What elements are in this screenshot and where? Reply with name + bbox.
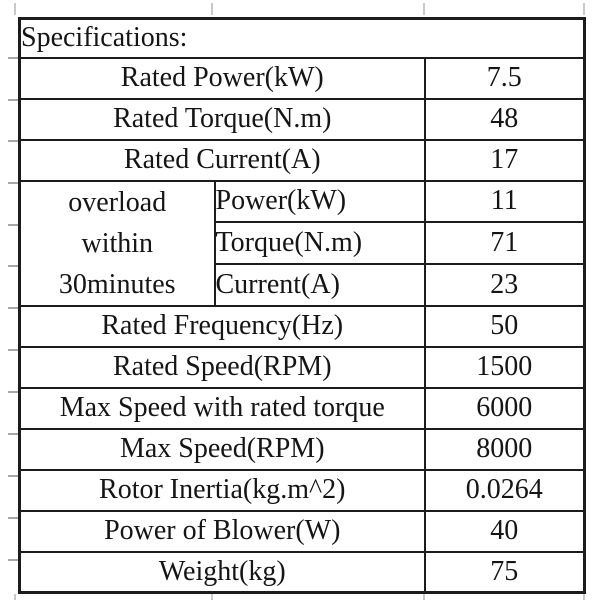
table-row: Weight(kg) 75 <box>18 550 586 594</box>
table-row: Max Speed with rated torque 6000 <box>18 386 586 430</box>
scan-artifact-tick <box>8 517 18 519</box>
row-value: 17 <box>423 138 586 182</box>
row-value: 23 <box>423 262 586 307</box>
specifications-table: Specifications: Rated Power(kW) 7.5 Rate… <box>18 17 586 594</box>
scan-artifact-tick <box>211 3 213 15</box>
overload-label-line: 30minutes <box>58 268 176 300</box>
scan-artifact-tick <box>8 349 18 351</box>
row-sublabel: Torque(N.m) <box>213 221 426 265</box>
row-value: 71 <box>423 221 586 265</box>
row-value: 8000 <box>423 427 586 471</box>
row-label: Rated Current(A) <box>18 138 426 182</box>
row-label: Rated Speed(RPM) <box>18 345 426 389</box>
table-row: Max Speed(RPM) 8000 <box>18 427 586 471</box>
scan-artifact-tick <box>8 224 18 226</box>
table-row-overload: Current(A) 23 <box>20 262 586 307</box>
scan-artifact-tick <box>14 594 16 600</box>
table-title: Specifications: <box>18 17 586 59</box>
row-value: 40 <box>423 509 586 553</box>
row-value: 1500 <box>423 345 586 389</box>
row-value: 50 <box>423 304 586 348</box>
table-row: Power of Blower(W) 40 <box>18 509 586 553</box>
scan-artifact-tick <box>423 3 425 15</box>
table-row: Rotor Inertia(kg.m^2) 0.0264 <box>18 468 586 512</box>
row-label: Weight(kg) <box>18 550 426 594</box>
scan-artifact-tick <box>8 475 18 477</box>
scan-artifact-tick <box>8 391 18 393</box>
row-label: Rated Torque(N.m) <box>18 97 426 141</box>
scan-artifact-tick <box>8 307 18 309</box>
row-value: 6000 <box>423 386 586 430</box>
scan-artifact-tick <box>211 594 213 600</box>
overload-label-line: overload <box>68 186 167 218</box>
row-value: 75 <box>423 550 586 594</box>
scan-artifact-tick <box>8 433 18 435</box>
scan-artifact-tick <box>583 3 585 15</box>
table-row: Rated Torque(N.m) 48 <box>18 97 586 141</box>
scan-artifact-tick <box>583 594 585 600</box>
row-value: 0.0264 <box>423 468 586 512</box>
table-row: Rated Current(A) 17 <box>18 138 586 182</box>
table-row-overload: overload within 30minutes Power(kW) 11 <box>18 179 586 307</box>
overload-label-line: within <box>81 227 154 259</box>
row-label: Rated Frequency(Hz) <box>18 304 426 348</box>
scan-artifact-tick <box>8 182 18 184</box>
scan-artifact-tick <box>8 559 18 561</box>
table-row-overload: Torque(N.m) 71 <box>20 221 586 265</box>
row-value: 11 <box>423 179 586 224</box>
scan-artifact-tick <box>8 140 18 142</box>
row-label: Rated Power(kW) <box>18 56 426 100</box>
row-label: Power of Blower(W) <box>18 509 426 553</box>
row-label: Max Speed with rated torque <box>18 386 426 430</box>
row-sublabel: Power(kW) <box>213 179 426 224</box>
scan-artifact-tick <box>8 57 18 59</box>
scan-artifact-tick <box>8 265 18 267</box>
scan-artifact-tick <box>423 594 425 600</box>
scan-artifact-tick <box>8 99 18 101</box>
table-row: Rated Speed(RPM) 1500 <box>18 345 586 389</box>
row-label: Rotor Inertia(kg.m^2) <box>18 468 426 512</box>
scan-artifact-tick <box>14 3 16 15</box>
table-header-row: Specifications: <box>18 17 586 59</box>
row-label: Max Speed(RPM) <box>18 427 426 471</box>
row-value: 7.5 <box>423 56 586 100</box>
row-sublabel: Current(A) <box>213 262 426 307</box>
table-row: Rated Frequency(Hz) 50 <box>18 304 586 348</box>
table-row: Rated Power(kW) 7.5 <box>18 56 586 100</box>
overload-group-cell: overload within 30minutes <box>18 179 216 307</box>
row-value: 48 <box>423 97 586 141</box>
